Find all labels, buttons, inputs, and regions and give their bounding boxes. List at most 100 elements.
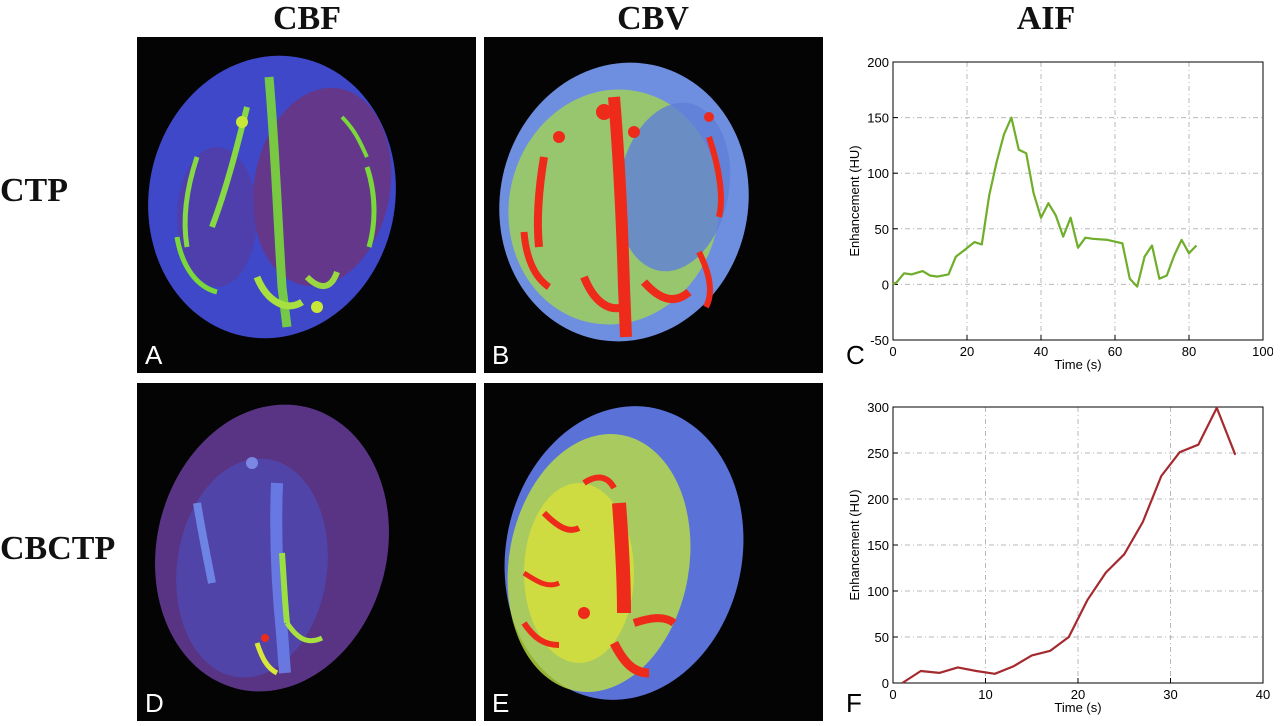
panel-label-c: C	[846, 340, 865, 370]
chart-f-ytick-label: 200	[867, 492, 889, 507]
chart-c-xtick-label: 20	[960, 344, 974, 359]
chart-f-data-point	[994, 673, 996, 675]
panel-b-ctp-cbv-map: B	[484, 37, 823, 373]
chart-f-xtick-label: 30	[1163, 687, 1177, 702]
chart-c-data-point	[929, 275, 931, 277]
chart-f-data-point	[938, 672, 940, 674]
chart-f-data-point	[975, 670, 977, 672]
chart-c-ytick-label: 0	[882, 277, 889, 292]
chart-c-data-point	[996, 161, 998, 163]
brain-map-ctp-cbv	[499, 62, 749, 342]
column-heading-cbv: CBV	[617, 0, 689, 37]
chart-f-ytick-label: 250	[867, 446, 889, 461]
chart-f-data-point	[1068, 636, 1070, 638]
chart-c-data-point	[1033, 192, 1035, 194]
chart-f-data-point	[1234, 454, 1236, 456]
chart-c-xtick-label: 0	[889, 344, 896, 359]
chart-c-data-point	[1047, 202, 1049, 204]
chart-f-xtick-label: 20	[1071, 687, 1085, 702]
panel-a-ctp-cbf-map: A	[137, 37, 476, 373]
chart-f-data-point	[901, 682, 903, 684]
chart-c-ytick-label: 100	[867, 166, 889, 181]
chart-c-series-line	[892, 116, 1198, 288]
row-heading-cbctp: CBCTP	[0, 530, 116, 567]
chart-f-data-point	[1049, 650, 1051, 652]
chart-c-ytick-label: -50	[870, 333, 889, 348]
chart-c-data-point	[1092, 238, 1094, 240]
chart-f-ytick-label: 0	[882, 676, 889, 691]
chart-f-data-point	[1086, 599, 1088, 601]
chart-c-data-point	[1077, 247, 1079, 249]
chart-c-data-point	[896, 281, 898, 283]
chart-f-ytick-label: 100	[867, 584, 889, 599]
chart-c-axes-frame	[892, 61, 1264, 341]
chart-f-data-point	[1105, 572, 1107, 574]
chart-f-xtick-label: 0	[889, 687, 896, 702]
chart-c-ytick-label: 50	[875, 222, 889, 237]
chart-c-data-point	[955, 256, 957, 258]
chart-c-data-point	[1025, 152, 1027, 154]
chart-c-data-point	[1129, 278, 1131, 280]
chart-f-data-point	[920, 670, 922, 672]
chart-f-series-line	[901, 406, 1237, 684]
chart-c-data-point	[1166, 275, 1168, 277]
chart-c-data-point	[1055, 214, 1057, 216]
chart-c-data-point	[922, 270, 924, 272]
chart-c-data-point	[903, 272, 905, 274]
row-heading-ctp: CTP	[0, 172, 68, 209]
chart-f-ytick-label: 50	[875, 630, 889, 645]
panel-label-b: B	[492, 340, 510, 370]
chart-c-data-point	[1010, 117, 1012, 119]
chart-c-data-point	[1003, 133, 1005, 135]
panel-label-e: E	[492, 688, 510, 718]
chart-f-data-point	[1012, 665, 1014, 667]
chart-c-data-point	[962, 250, 964, 252]
panel-label-a: A	[145, 340, 163, 370]
chart-f-cbctp-aif: 0 10 20 30 40 0 50 100 150 200 250 300 Time (s) Enhan…	[833, 395, 1273, 721]
chart-f-xtick-label: 40	[1256, 687, 1270, 702]
chart-c-data-point	[988, 194, 990, 196]
brain-map-ctp-cbf	[148, 55, 396, 339]
column-heading-cbf: CBF	[273, 0, 341, 37]
panel-d-cbctp-cbf-map: D	[137, 383, 476, 721]
chart-f-xaxis-label: Time (s)	[1054, 700, 1101, 715]
chart-f-ytick-label: 300	[867, 400, 889, 415]
panel-e-cbctp-cbv-map: E	[484, 383, 823, 721]
chart-c-data-point	[1195, 244, 1197, 246]
chart-f-data-point	[1160, 475, 1162, 477]
chart-c-xaxis-label: Time (s)	[1054, 357, 1101, 372]
chart-f-data-point	[1179, 451, 1181, 453]
chart-c-data-point	[1181, 239, 1183, 241]
chart-c-data-point	[1151, 244, 1153, 246]
chart-c-ctp-aif: 0 20 40 60 80 100 -50 0 50 100 150 200 Time (s) Enhan…	[833, 50, 1274, 380]
chart-c-xtick-label: 100	[1252, 344, 1273, 359]
column-heading-aif: AIF	[1016, 0, 1076, 37]
chart-f-ytick-label: 150	[867, 538, 889, 553]
chart-c-xtick-label: 60	[1108, 344, 1122, 359]
chart-f-data-point	[1142, 521, 1144, 523]
chart-c-yaxis-label: Enhancement (HU)	[847, 145, 862, 256]
chart-c-data-point	[1121, 242, 1123, 244]
panel-label-d: D	[145, 688, 164, 718]
chart-c-data-point	[936, 276, 938, 278]
chart-c-ytick-label: 150	[867, 111, 889, 126]
chart-f-data-point	[1123, 553, 1125, 555]
chart-c-data-point	[1107, 239, 1109, 241]
chart-f-svg: 0 10 20 30 40 0 50 100 150 200 250 300 Time (s) Enhan…	[847, 400, 1270, 715]
chart-f-data-point	[1031, 654, 1033, 656]
chart-f-xtick-label: 10	[978, 687, 992, 702]
chart-c-xtick-label: 40	[1034, 344, 1048, 359]
chart-f-yaxis-label: Enhancement (HU)	[847, 489, 862, 600]
chart-c-data-point	[892, 283, 894, 285]
chart-c-data-point	[981, 243, 983, 245]
chart-c-data-point	[1084, 237, 1086, 239]
chart-c-data-point	[1173, 254, 1175, 256]
chart-c-ytick-label: 200	[867, 55, 889, 70]
chart-f-data-point	[1216, 407, 1218, 409]
brain-map-cbctp-cbv	[504, 406, 744, 700]
chart-c-data-point	[1070, 217, 1072, 219]
chart-c-data-point	[948, 273, 950, 275]
chart-c-data-point	[973, 241, 975, 243]
chart-c-data-point	[1136, 286, 1138, 288]
